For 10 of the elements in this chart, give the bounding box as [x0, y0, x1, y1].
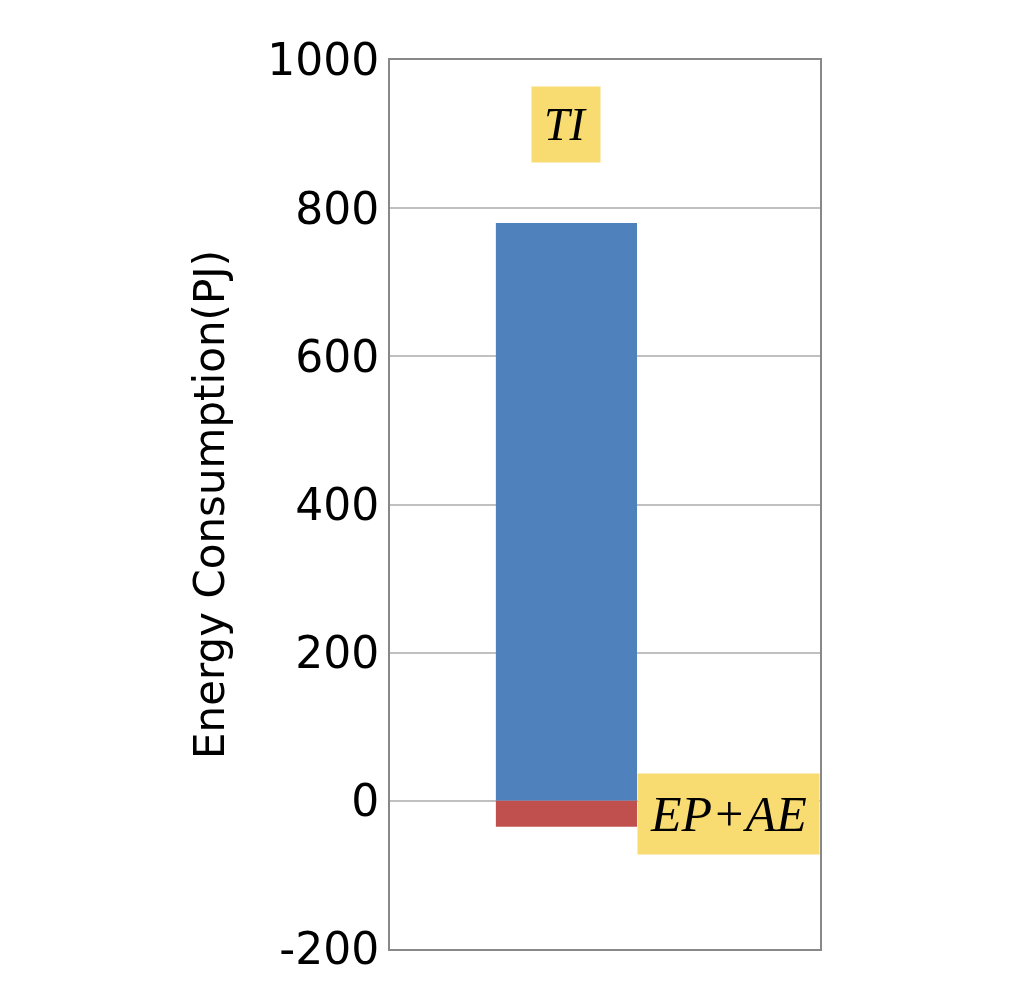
y-tick-label: 1000: [267, 34, 380, 86]
series-label: EP+AE: [650, 786, 807, 842]
y-axis-title: Energy Consumption(PJ): [184, 249, 234, 760]
y-tick-label: 800: [295, 182, 380, 234]
y-tick-label: 600: [295, 330, 380, 382]
y-tick-label: 200: [295, 627, 380, 679]
y-tick-label: 400: [295, 478, 380, 530]
y-tick-label: -200: [279, 923, 380, 975]
series-label: TI: [544, 99, 588, 150]
y-tick-label: 0: [351, 775, 380, 827]
